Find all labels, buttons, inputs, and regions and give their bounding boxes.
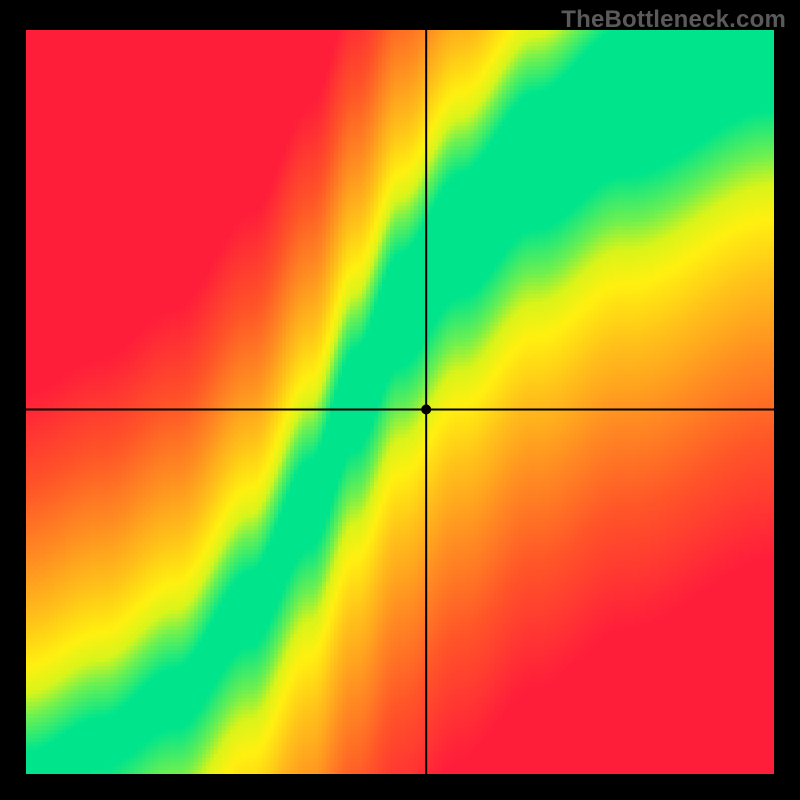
bottleneck-heatmap [0, 0, 800, 800]
chart-container: TheBottleneck.com [0, 0, 800, 800]
watermark-text: TheBottleneck.com [561, 6, 786, 34]
